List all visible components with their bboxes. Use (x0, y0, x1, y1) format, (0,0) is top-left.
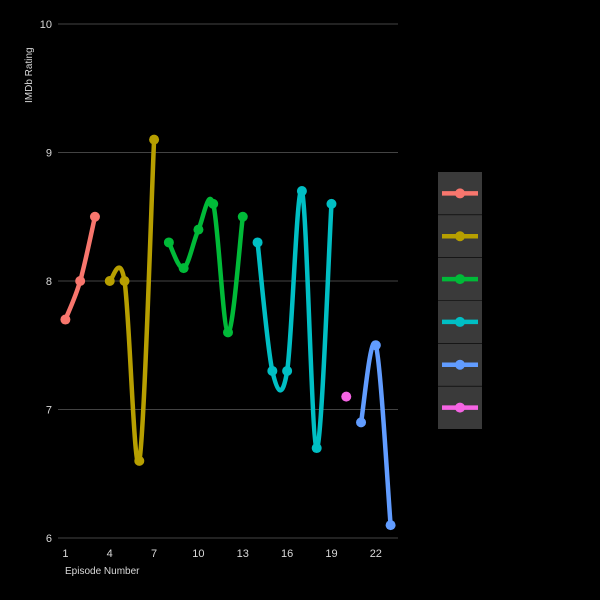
data-point (370, 340, 381, 351)
legend (438, 172, 482, 429)
x-tick-label: 22 (370, 548, 382, 560)
legend-key (438, 257, 482, 285)
data-point (223, 327, 233, 338)
legend-key (442, 188, 478, 199)
y-tick-label: 10 (40, 19, 52, 31)
data-point (134, 455, 145, 466)
data-point (356, 417, 367, 428)
legend-point (455, 316, 465, 327)
y-tick-label: 6 (46, 533, 52, 545)
data-point (296, 186, 307, 197)
data-point (89, 211, 100, 222)
data-point (237, 211, 248, 222)
legend-key (438, 343, 482, 370)
series-1 (60, 211, 100, 325)
y-tick-label: 7 (46, 405, 52, 417)
y-tick-label: 9 (46, 148, 52, 160)
x-tick-label: 1 (62, 548, 68, 560)
series-2 (104, 134, 160, 466)
data-point (75, 276, 86, 286)
legend-point (455, 188, 465, 199)
data-point (193, 224, 204, 235)
data-point (326, 198, 337, 209)
data-point (252, 237, 263, 248)
legend-point (455, 274, 465, 285)
data-point (208, 198, 219, 209)
data-point (119, 276, 130, 286)
y-axis-title: IMDb Rating (24, 47, 35, 103)
legend-point (455, 402, 465, 413)
x-tick-label: 7 (151, 548, 157, 560)
x-tick-label: 16 (281, 548, 293, 560)
data-point (311, 443, 322, 454)
series-6 (341, 391, 352, 402)
series-lines (60, 134, 396, 531)
data-point (385, 520, 396, 531)
legend-point (455, 231, 465, 242)
series-3 (163, 196, 248, 338)
series-line (107, 137, 157, 466)
series-5 (356, 340, 396, 531)
data-point (149, 134, 160, 145)
x-axis-ticks: 1 4 7 10 13 16 19 22 (62, 548, 382, 560)
y-axis-ticks: 6 7 8 9 10 (40, 19, 52, 545)
data-point (178, 263, 189, 274)
data-point (104, 276, 115, 286)
x-tick-label: 4 (107, 548, 113, 560)
x-tick-label: 10 (192, 548, 204, 560)
data-point (60, 314, 71, 325)
legend-key (438, 214, 482, 242)
x-tick-label: 19 (325, 548, 337, 560)
legend-key (438, 385, 482, 413)
legend-key (438, 300, 482, 327)
data-point (267, 365, 278, 376)
y-tick-label: 8 (46, 276, 52, 288)
series-4 (252, 186, 337, 454)
data-point (163, 237, 174, 248)
legend-point (455, 359, 465, 370)
data-point (282, 365, 293, 376)
x-tick-label: 13 (237, 548, 249, 560)
x-axis-title: Episode Number (65, 566, 140, 577)
data-point (341, 391, 352, 402)
